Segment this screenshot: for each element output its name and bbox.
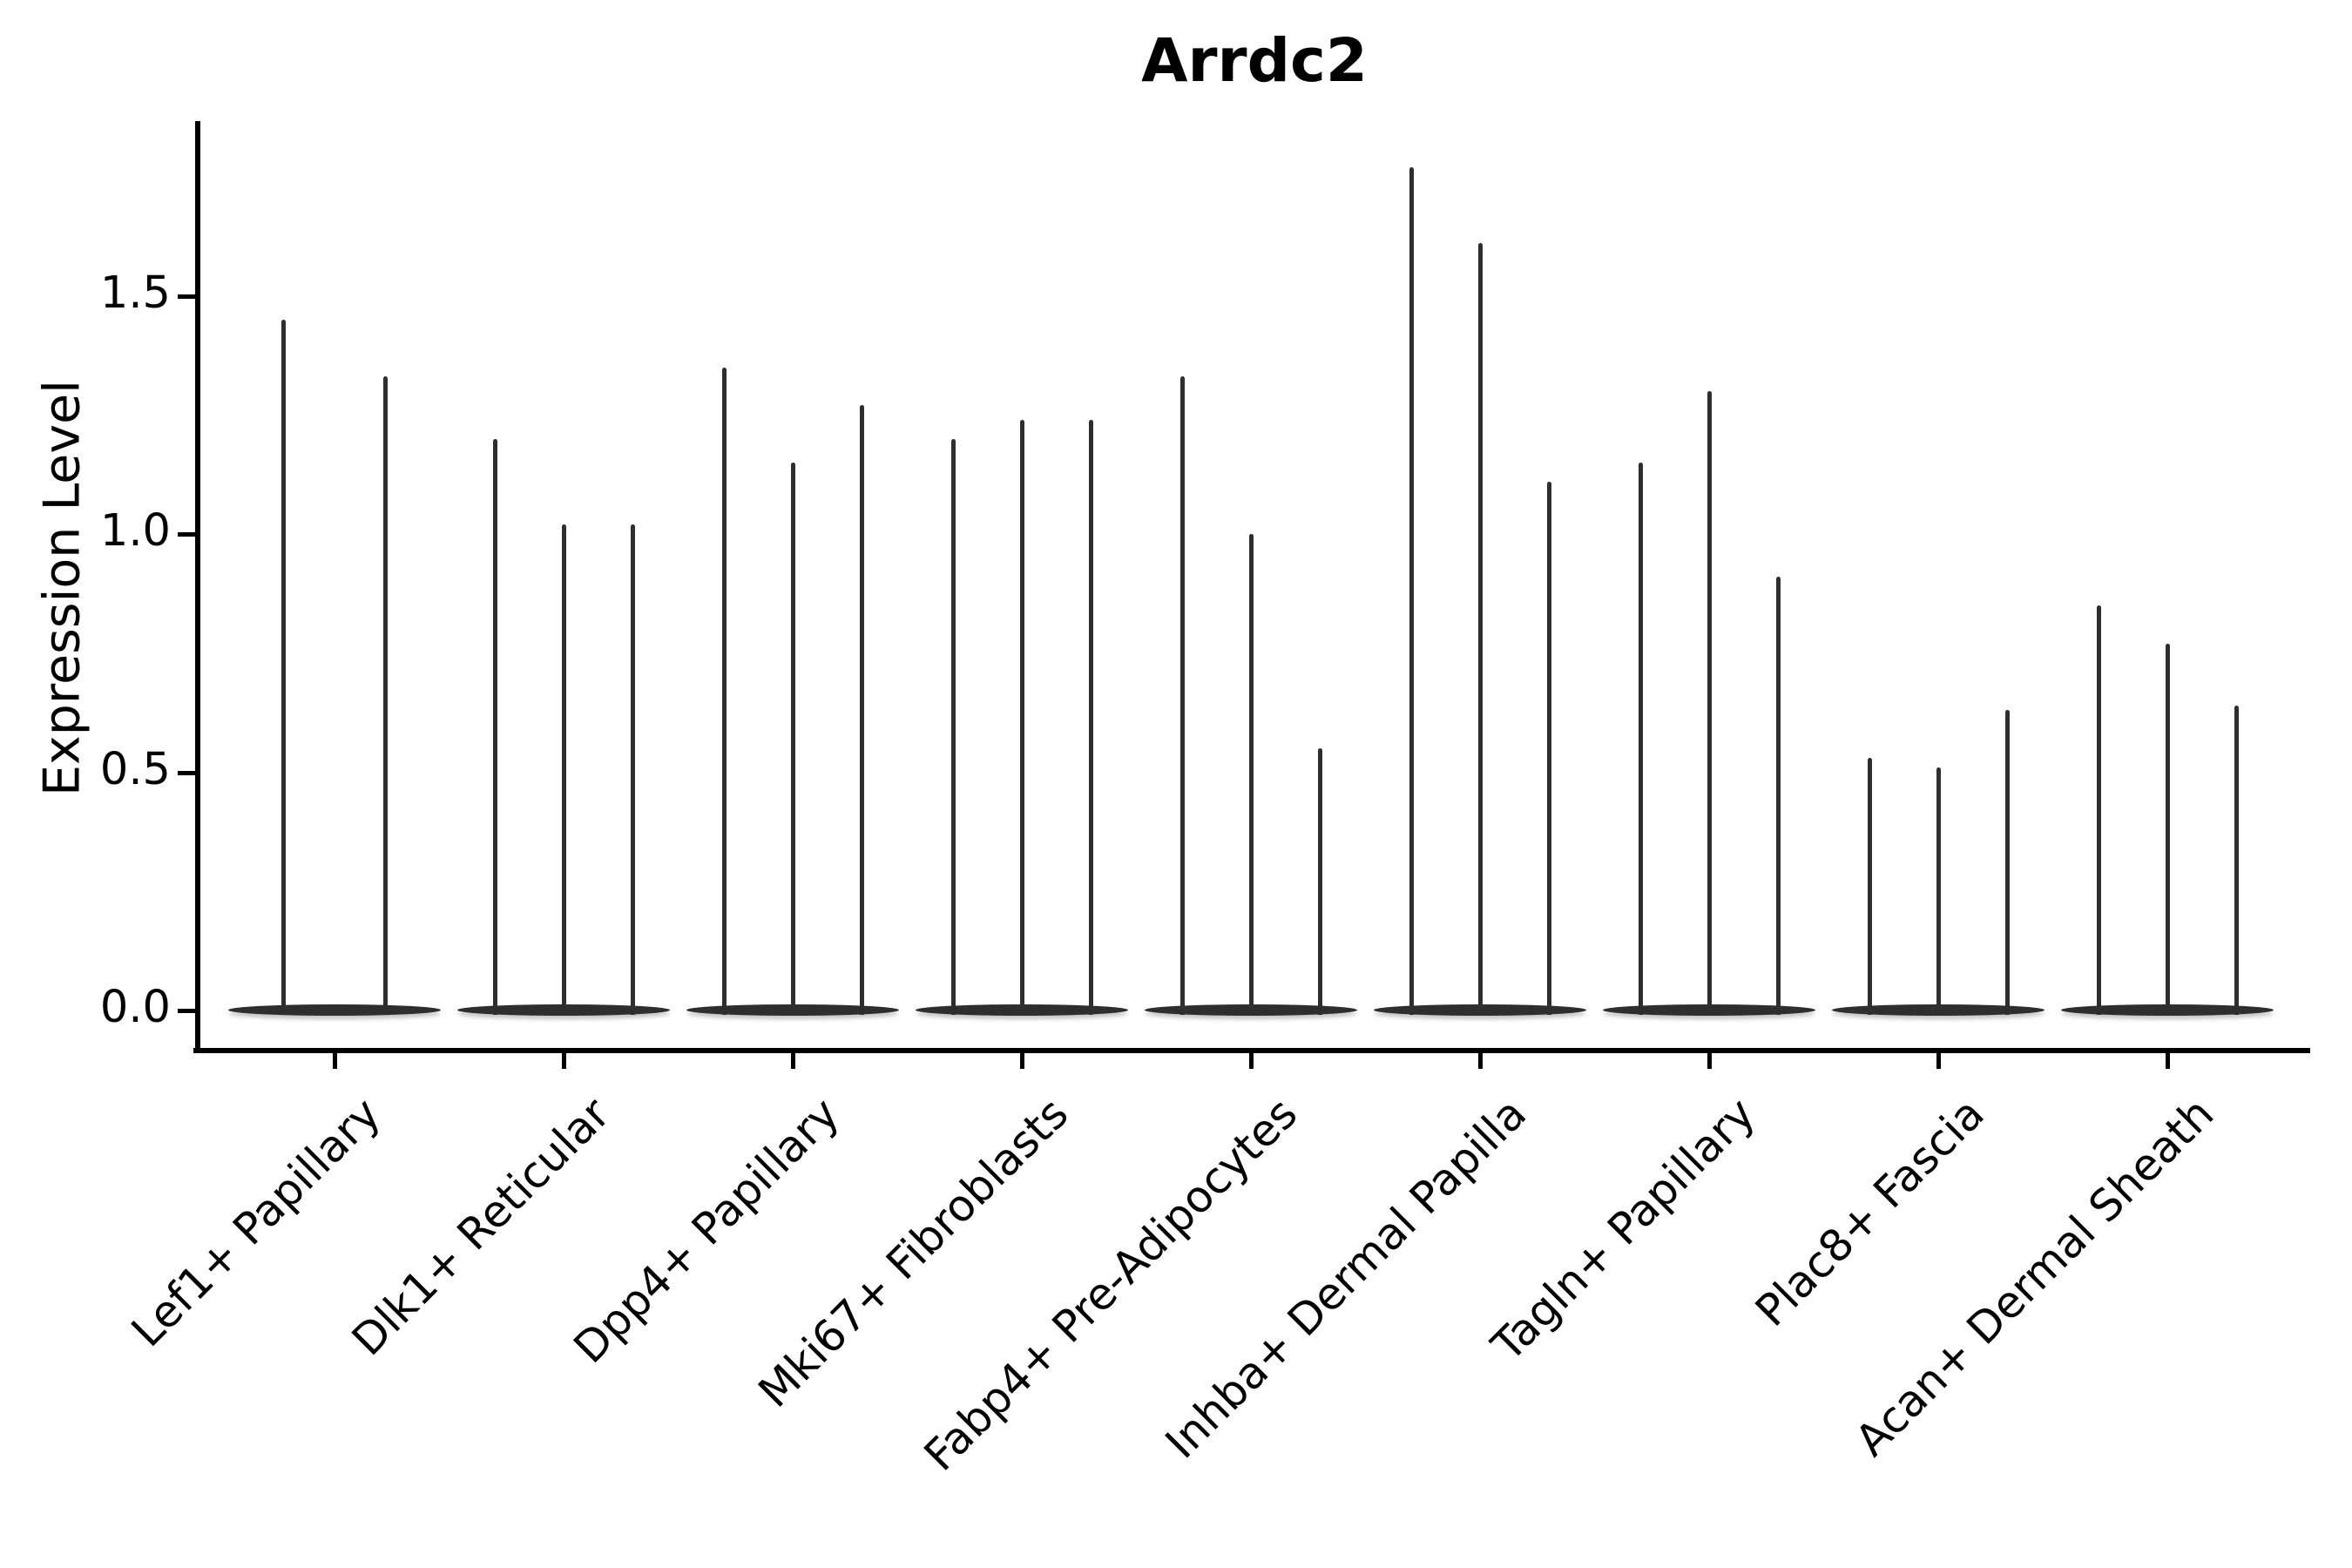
x-tick: [1249, 1053, 1254, 1069]
violin-spike: [631, 524, 635, 1015]
violin-spike: [1639, 462, 1643, 1015]
violin-spike: [1707, 390, 1712, 1015]
y-tick: [178, 294, 195, 299]
violin-spike: [493, 438, 497, 1015]
x-tick: [2166, 1053, 2170, 1069]
violin-base: [228, 1004, 441, 1016]
x-tick: [1478, 1053, 1483, 1069]
y-tick-label: 0.5: [99, 743, 171, 795]
x-tick: [1020, 1053, 1024, 1069]
violin-spike: [2097, 605, 2101, 1015]
violin-spike: [1409, 166, 1414, 1015]
violin-spike: [722, 367, 727, 1015]
violin-spike: [1249, 534, 1254, 1015]
x-tick: [562, 1053, 566, 1069]
x-tick-label: Dlk1+ Reticular: [342, 1088, 620, 1366]
y-tick-label: 1.0: [99, 505, 171, 557]
violin-spike: [383, 376, 388, 1015]
violin-spike: [281, 319, 286, 1015]
violin-spike: [1020, 419, 1024, 1015]
violin-spike: [860, 405, 864, 1015]
violin-spike: [2234, 705, 2239, 1015]
violin-spike: [1776, 577, 1781, 1015]
violin-spike: [791, 462, 795, 1015]
violin-spike: [1547, 481, 1551, 1015]
violin-spike: [1868, 758, 1872, 1015]
y-tick-label: 1.5: [99, 267, 171, 319]
x-tick: [333, 1053, 337, 1069]
y-tick: [178, 770, 195, 775]
x-tick-label: Lef1+ Papillary: [122, 1088, 391, 1357]
y-tick-label: 0.0: [99, 982, 171, 1033]
violin-spike: [1936, 767, 1941, 1015]
violin-spike: [2005, 710, 2010, 1015]
y-tick: [178, 532, 195, 537]
x-axis-line: [193, 1048, 2310, 1053]
violin-spike: [2166, 643, 2170, 1015]
x-tick: [791, 1053, 795, 1069]
violin-spike: [562, 524, 566, 1015]
violin-spike: [1089, 419, 1093, 1015]
x-tick: [1707, 1053, 1712, 1069]
x-tick-label: Fabp4+ Pre-Adipocytes: [914, 1088, 1308, 1481]
y-tick: [178, 1009, 195, 1013]
chart-title: Arrdc2: [1141, 26, 1368, 96]
x-tick-label: Plac8+ Fascia: [1746, 1088, 1995, 1336]
violin-spike: [1180, 376, 1185, 1015]
y-axis-line: [195, 121, 200, 1053]
x-tick: [1936, 1053, 1941, 1069]
violin-spike: [1318, 748, 1322, 1015]
violin-spike: [951, 438, 956, 1015]
violin-spike: [1478, 243, 1483, 1015]
